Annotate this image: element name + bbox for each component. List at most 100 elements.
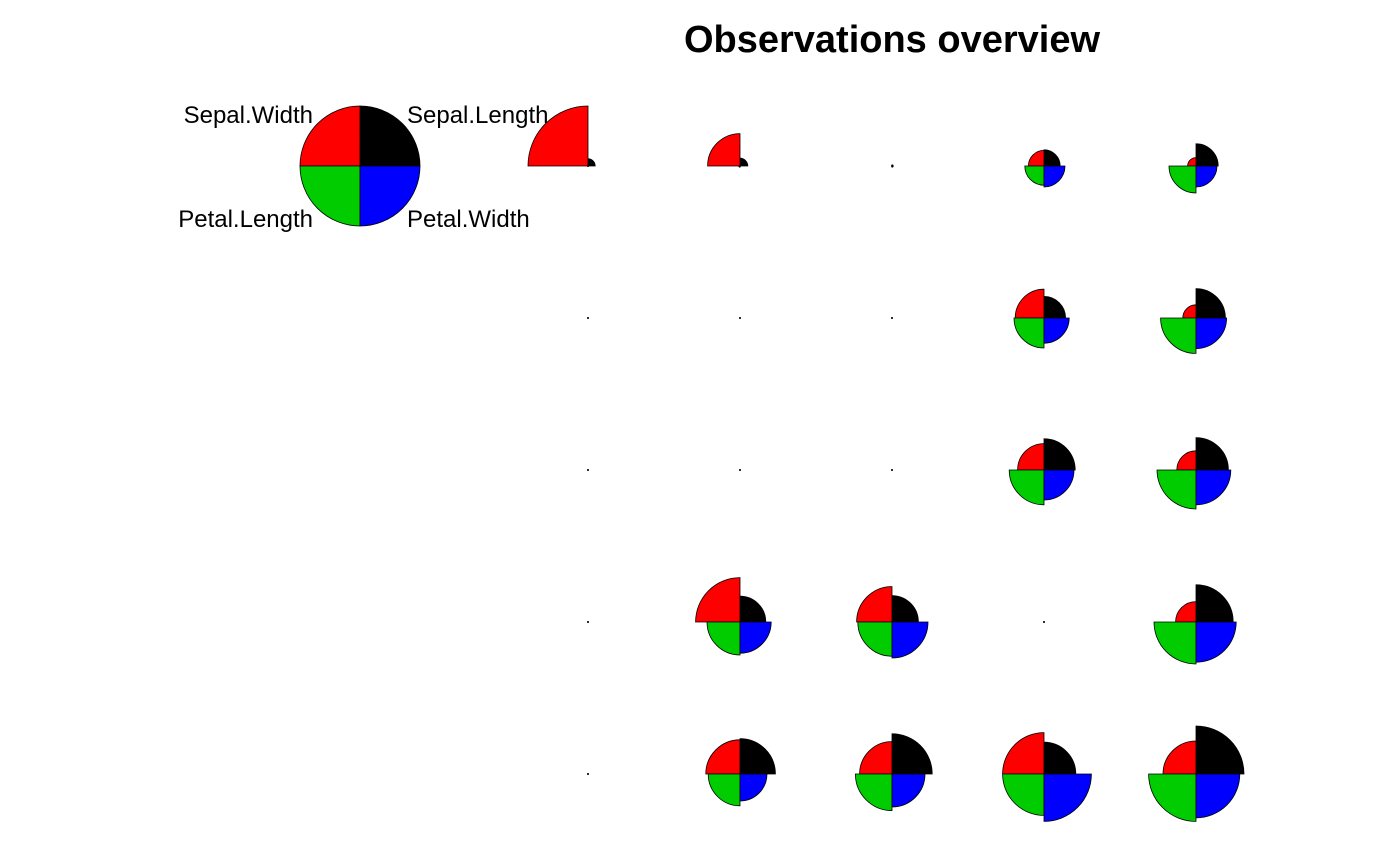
star-segment-petal-width (587, 773, 590, 776)
star-segment-sepal-width (856, 586, 893, 623)
key-label-sepal-width: Sepal.Width (184, 102, 313, 129)
star-r2-c3 (1008, 438, 1076, 506)
star-r3-c1 (695, 577, 772, 656)
star-segment-petal-width (1195, 773, 1241, 819)
star-segment-sepal-length (739, 157, 749, 167)
star-r0-c1 (707, 133, 749, 168)
star-r0-c3 (1024, 149, 1066, 188)
star-segment-petal-length (857, 621, 893, 657)
star-segment-petal-width (739, 317, 742, 320)
star-segment-petal-width (891, 165, 894, 168)
star-segment-petal-width (587, 317, 590, 320)
star-segment-petal-width (1043, 317, 1070, 344)
star-segment-petal-length (707, 773, 741, 807)
star-segment-petal-width (1195, 317, 1228, 350)
stars-grid (527, 105, 1245, 822)
star-r2-c0 (586, 468, 590, 472)
star-segment-petal-length (1013, 317, 1045, 349)
star-segment-sepal-length (1043, 149, 1061, 167)
star-segment-petal-width (739, 165, 742, 168)
star-segment-petal-length (1008, 469, 1045, 506)
key-label-petal-width: Petal.Width (407, 206, 530, 233)
star-segment-sepal-width (527, 105, 589, 167)
star-segment-petal-length (1024, 165, 1045, 186)
star-segment-petal-width (1043, 773, 1092, 822)
star-r4-c2 (854, 733, 933, 812)
star-r4-c3 (1002, 732, 1092, 822)
star-segment-petal-width (739, 773, 768, 802)
star-r2-c2 (890, 468, 894, 472)
key-label-petal-length: Petal.Length (178, 206, 313, 233)
star-segment-sepal-length (1043, 295, 1067, 319)
star-segment-sepal-width (1175, 601, 1197, 623)
key-legend: Sepal.Length Sepal.Width Petal.Length Pe… (178, 102, 548, 233)
star-segment-sepal-length (1195, 725, 1245, 775)
star-segment-sepal-width (1182, 304, 1197, 319)
star-segment-petal-width (1195, 621, 1237, 663)
star-segment-petal-width (587, 165, 590, 168)
star-segment-sepal-width (1027, 149, 1045, 167)
key-segment-petal-width (359, 165, 421, 227)
star-segment-sepal-length (1195, 288, 1226, 319)
star-segment-sepal-length (739, 738, 776, 775)
star-segment-petal-length (1002, 773, 1045, 816)
star-segment-petal-width (891, 773, 926, 808)
star-r3-c2 (856, 586, 929, 659)
star-segment-sepal-width (1176, 450, 1197, 471)
star-segment-petal-length (1160, 317, 1197, 354)
star-segment-sepal-length (587, 158, 596, 167)
star-segment-sepal-length (891, 595, 919, 623)
star-segment-sepal-length (1195, 437, 1229, 471)
star-r0-c0 (527, 105, 596, 168)
key-label-sepal-length: Sepal.Length (407, 102, 548, 129)
star-segment-sepal-length (739, 595, 767, 623)
star-segment-sepal-length (1195, 143, 1219, 167)
star-r3-c3 (1042, 620, 1046, 624)
star-segment-sepal-width (705, 739, 741, 775)
star-segment-sepal-length (891, 733, 933, 775)
star-segment-petal-width (891, 621, 929, 659)
key-segment-sepal-length (359, 105, 421, 167)
star-segment-petal-length (854, 773, 893, 812)
star-r3-c4 (1153, 584, 1237, 665)
star-r2-c4 (1156, 437, 1232, 510)
star-r1-c3 (1013, 288, 1070, 349)
star-segment-petal-length (1148, 773, 1197, 822)
star-r0-c2 (890, 164, 894, 168)
star-r1-c0 (586, 316, 590, 320)
star-segment-petal-length (1168, 165, 1197, 194)
star-segment-sepal-width (1187, 157, 1197, 167)
star-r2-c1 (738, 468, 742, 472)
star-segment-sepal-width (1014, 288, 1045, 319)
star-segment-petal-width (1043, 165, 1066, 188)
key-segment-sepal-width (299, 105, 361, 167)
star-segment-sepal-width (695, 577, 741, 623)
star-r4-c0 (586, 772, 590, 776)
star-segment-sepal-width (707, 133, 741, 167)
star-segment-petal-width (1043, 621, 1046, 624)
star-segment-petal-width (891, 317, 894, 320)
star-segment-sepal-length (1043, 438, 1076, 471)
star-segment-petal-length (1156, 469, 1197, 510)
star-segment-sepal-width (1162, 740, 1197, 775)
star-segment-sepal-width (859, 741, 893, 775)
key-segment-petal-length (299, 165, 361, 227)
star-segment-sepal-width (1002, 732, 1045, 775)
star-r3-c0 (586, 620, 590, 624)
star-r1-c4 (1160, 288, 1228, 354)
star-segment-petal-width (587, 469, 590, 472)
star-segment-petal-width (739, 621, 772, 654)
star-segment-sepal-length (1195, 584, 1234, 623)
chart-title: Observations overview (684, 19, 1101, 61)
star-r0-c4 (1168, 143, 1219, 194)
star-r4-c4 (1148, 725, 1245, 822)
star-segment-petal-width (739, 469, 742, 472)
star-segment-petal-width (891, 469, 894, 472)
star-segment-sepal-length (1043, 741, 1077, 775)
star-segment-petal-length (1153, 621, 1197, 665)
star-r1-c1 (738, 316, 742, 320)
star-segment-petal-width (1195, 469, 1232, 506)
star-r1-c2 (890, 316, 894, 320)
star-segment-petal-width (1043, 469, 1075, 501)
